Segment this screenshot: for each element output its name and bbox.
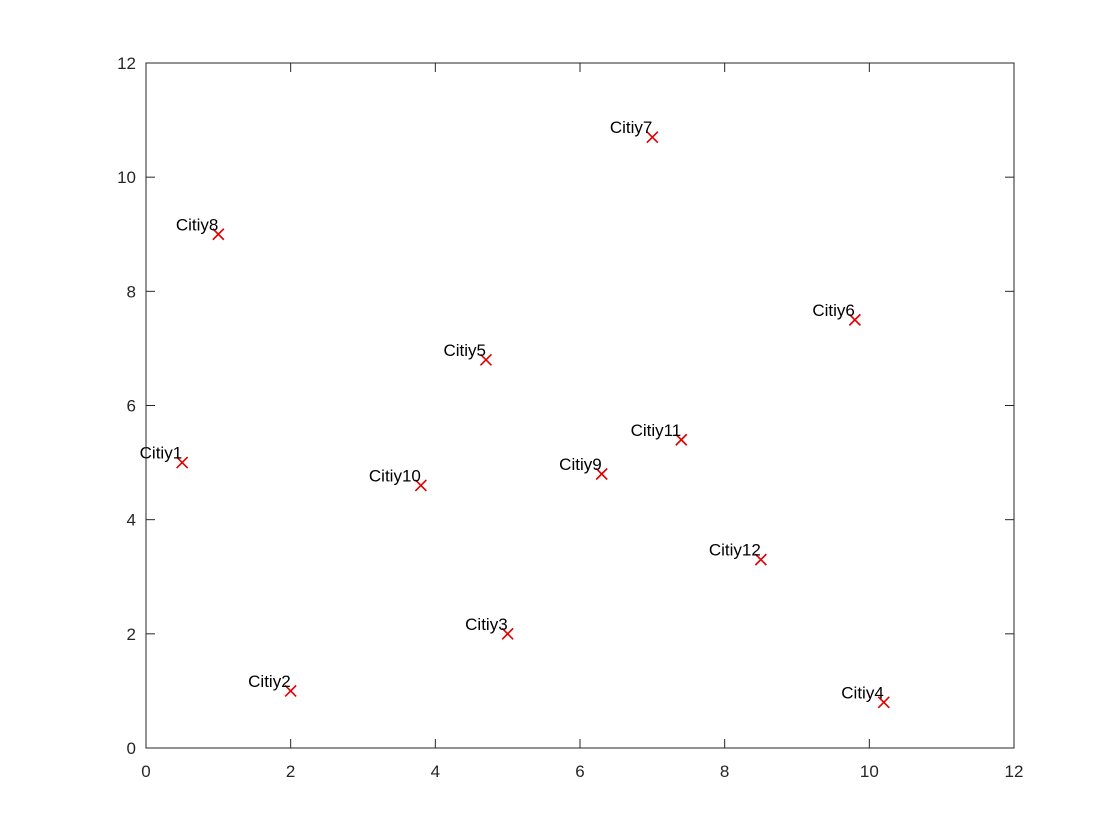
- x-marker-stroke: [646, 131, 659, 144]
- axes-box: [145, 62, 1015, 749]
- point-label: Citiy1: [140, 444, 183, 463]
- point-label: Citiy9: [559, 455, 602, 474]
- data-point: Citiy12: [709, 541, 767, 566]
- data-point: Citiy8: [176, 215, 225, 241]
- point-label: Citiy4: [841, 683, 884, 702]
- point-label: Citiy6: [812, 301, 855, 320]
- x-tick-label: 0: [141, 762, 150, 781]
- y-tick-label: 10: [117, 168, 136, 187]
- point-label: Citiy2: [248, 672, 291, 691]
- data-point: Citiy11: [631, 421, 688, 446]
- data-point: Citiy7: [610, 118, 659, 144]
- x-marker-stroke: [848, 313, 861, 326]
- x-tick-label: 6: [575, 762, 584, 781]
- y-tick-label: 12: [117, 54, 136, 73]
- x-marker-stroke: [754, 553, 767, 566]
- x-marker-stroke: [414, 479, 427, 492]
- x-marker-stroke: [675, 433, 688, 446]
- x-marker-stroke: [212, 228, 225, 241]
- y-tick-label: 2: [127, 625, 136, 644]
- data-point: Citiy10: [369, 466, 427, 492]
- data-point: Citiy9: [559, 455, 608, 481]
- point-label: Citiy3: [465, 615, 508, 634]
- data-point: Citiy4: [841, 683, 890, 709]
- point-label: Citiy11: [631, 421, 682, 440]
- data-point: Citiy5: [443, 341, 493, 366]
- point-label: Citiy5: [443, 341, 486, 360]
- x-marker-stroke: [877, 696, 890, 709]
- x-marker-stroke: [176, 456, 189, 469]
- data-point: Citiy6: [812, 301, 861, 326]
- point-label: Citiy12: [709, 541, 761, 560]
- data-point: Citiy3: [465, 615, 514, 640]
- x-tick-label: 10: [860, 762, 879, 781]
- ticks-layer: 0 2 4 6 8 10 12 0 2 4 6 8 10 12: [117, 54, 1023, 781]
- x-marker-stroke: [284, 684, 297, 697]
- x-tick-label: 8: [720, 762, 729, 781]
- data-point: Citiy2: [248, 672, 297, 697]
- x-tick-label: 2: [286, 762, 295, 781]
- points-layer: Citiy1 Citiy2 Citiy3 Citiy4 Citiy5 Citiy6 Citi…: [140, 118, 890, 709]
- y-tick-label: 8: [127, 282, 136, 301]
- point-label: Citiy7: [610, 118, 653, 137]
- point-label: Citiy8: [176, 215, 219, 234]
- x-marker-stroke: [501, 627, 514, 640]
- y-tick-label: 6: [127, 397, 136, 416]
- y-tick-label: 4: [127, 511, 136, 530]
- point-label: Citiy10: [369, 466, 421, 485]
- x-tick-label: 4: [431, 762, 440, 781]
- x-tick-label: 12: [1005, 762, 1024, 781]
- data-point: Citiy1: [140, 444, 189, 469]
- x-marker-stroke: [479, 353, 493, 366]
- plot-area-background: [146, 63, 1014, 748]
- y-tick-label: 0: [127, 739, 136, 758]
- x-marker-stroke: [595, 467, 608, 481]
